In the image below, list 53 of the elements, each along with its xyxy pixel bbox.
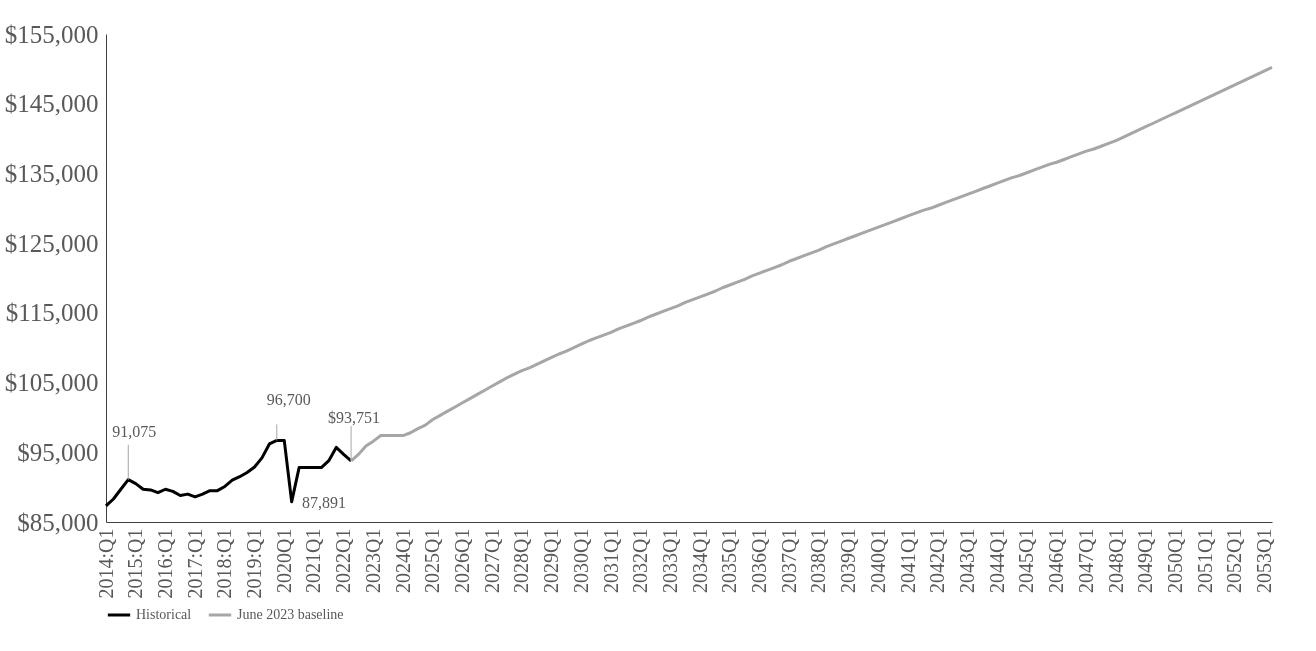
x-tick-label: 2047Q1 [1074,528,1097,593]
x-tick-label: 2033Q1 [658,528,681,593]
annotation: $93,751 [328,408,381,426]
y-tick-label: $155,000 [4,20,99,48]
x-tick-label: 2040Q1 [866,528,889,593]
y-tick-label: $115,000 [5,299,99,327]
x-tick-label: 2018:Q1 [213,528,236,599]
x-tick-label: 2021Q1 [302,528,325,593]
x-tick-label: 2019:Q1 [243,528,266,599]
x-tick-label: 2051Q1 [1193,528,1216,593]
x-tick-label: 2030Q1 [569,528,592,593]
x-tick-label: 2039Q1 [837,528,860,593]
x-tick-label: 2023Q1 [361,528,384,593]
x-tick-label: 2017:Q1 [183,528,206,599]
x-tick-label: 2046Q1 [1045,528,1068,593]
annotation: 87,891 [302,494,346,511]
x-tick-label: 2028Q1 [510,528,533,593]
x-tick-label: 2048Q1 [1104,528,1127,593]
x-tick-label: 2020Q1 [272,528,295,593]
x-tick-label: 2027Q1 [480,528,503,593]
x-tick-label: 2052Q1 [1223,528,1246,593]
x-tick-label: 2042Q1 [926,528,949,593]
y-tick-label: $145,000 [4,90,99,118]
x-tick-label: 2029Q1 [540,528,563,593]
x-tick-label: 2049Q1 [1134,528,1157,593]
x-tick-label: 2053Q1 [1253,528,1276,593]
x-tick-label: 2015:Q1 [124,528,147,599]
x-tick-label: 2022Q1 [332,528,355,593]
line-series [104,438,353,508]
annotation: 96,700 [266,391,311,409]
x-tick-label: 2026Q1 [450,528,473,593]
x-tick-label: 2024Q1 [391,528,414,593]
y-tick-label: $105,000 [4,369,99,397]
x-tick-label: 2016:Q1 [153,528,176,599]
x-tick-label: 2025Q1 [421,528,444,593]
x-tick-label: 2034Q1 [688,528,711,593]
x-tick-label: 2045Q1 [1015,528,1038,593]
x-tick-label: 2044Q1 [985,528,1008,593]
x-tick-label: 2037Q1 [777,528,800,593]
x-tick-label: 2041Q1 [896,528,919,593]
x-tick-label: 2031Q1 [599,528,622,593]
x-tick-label: 2043Q1 [956,528,978,593]
y-tick-label: $95,000 [17,438,99,466]
y-tick-label: $125,000 [4,229,99,257]
annotation: 91,075 [112,422,157,440]
x-tick-label: 2035Q1 [718,528,741,593]
x-tick-label: 2038Q1 [807,528,830,593]
legend-label: June 2023 baseline [237,607,344,622]
x-tick-label: 2050Q1 [1163,528,1186,593]
x-tick-label: 2036Q1 [748,528,771,593]
x-tick-label: 2032Q1 [629,528,652,593]
legend-label: Historical [136,607,192,622]
y-tick-label: $135,000 [4,159,99,187]
